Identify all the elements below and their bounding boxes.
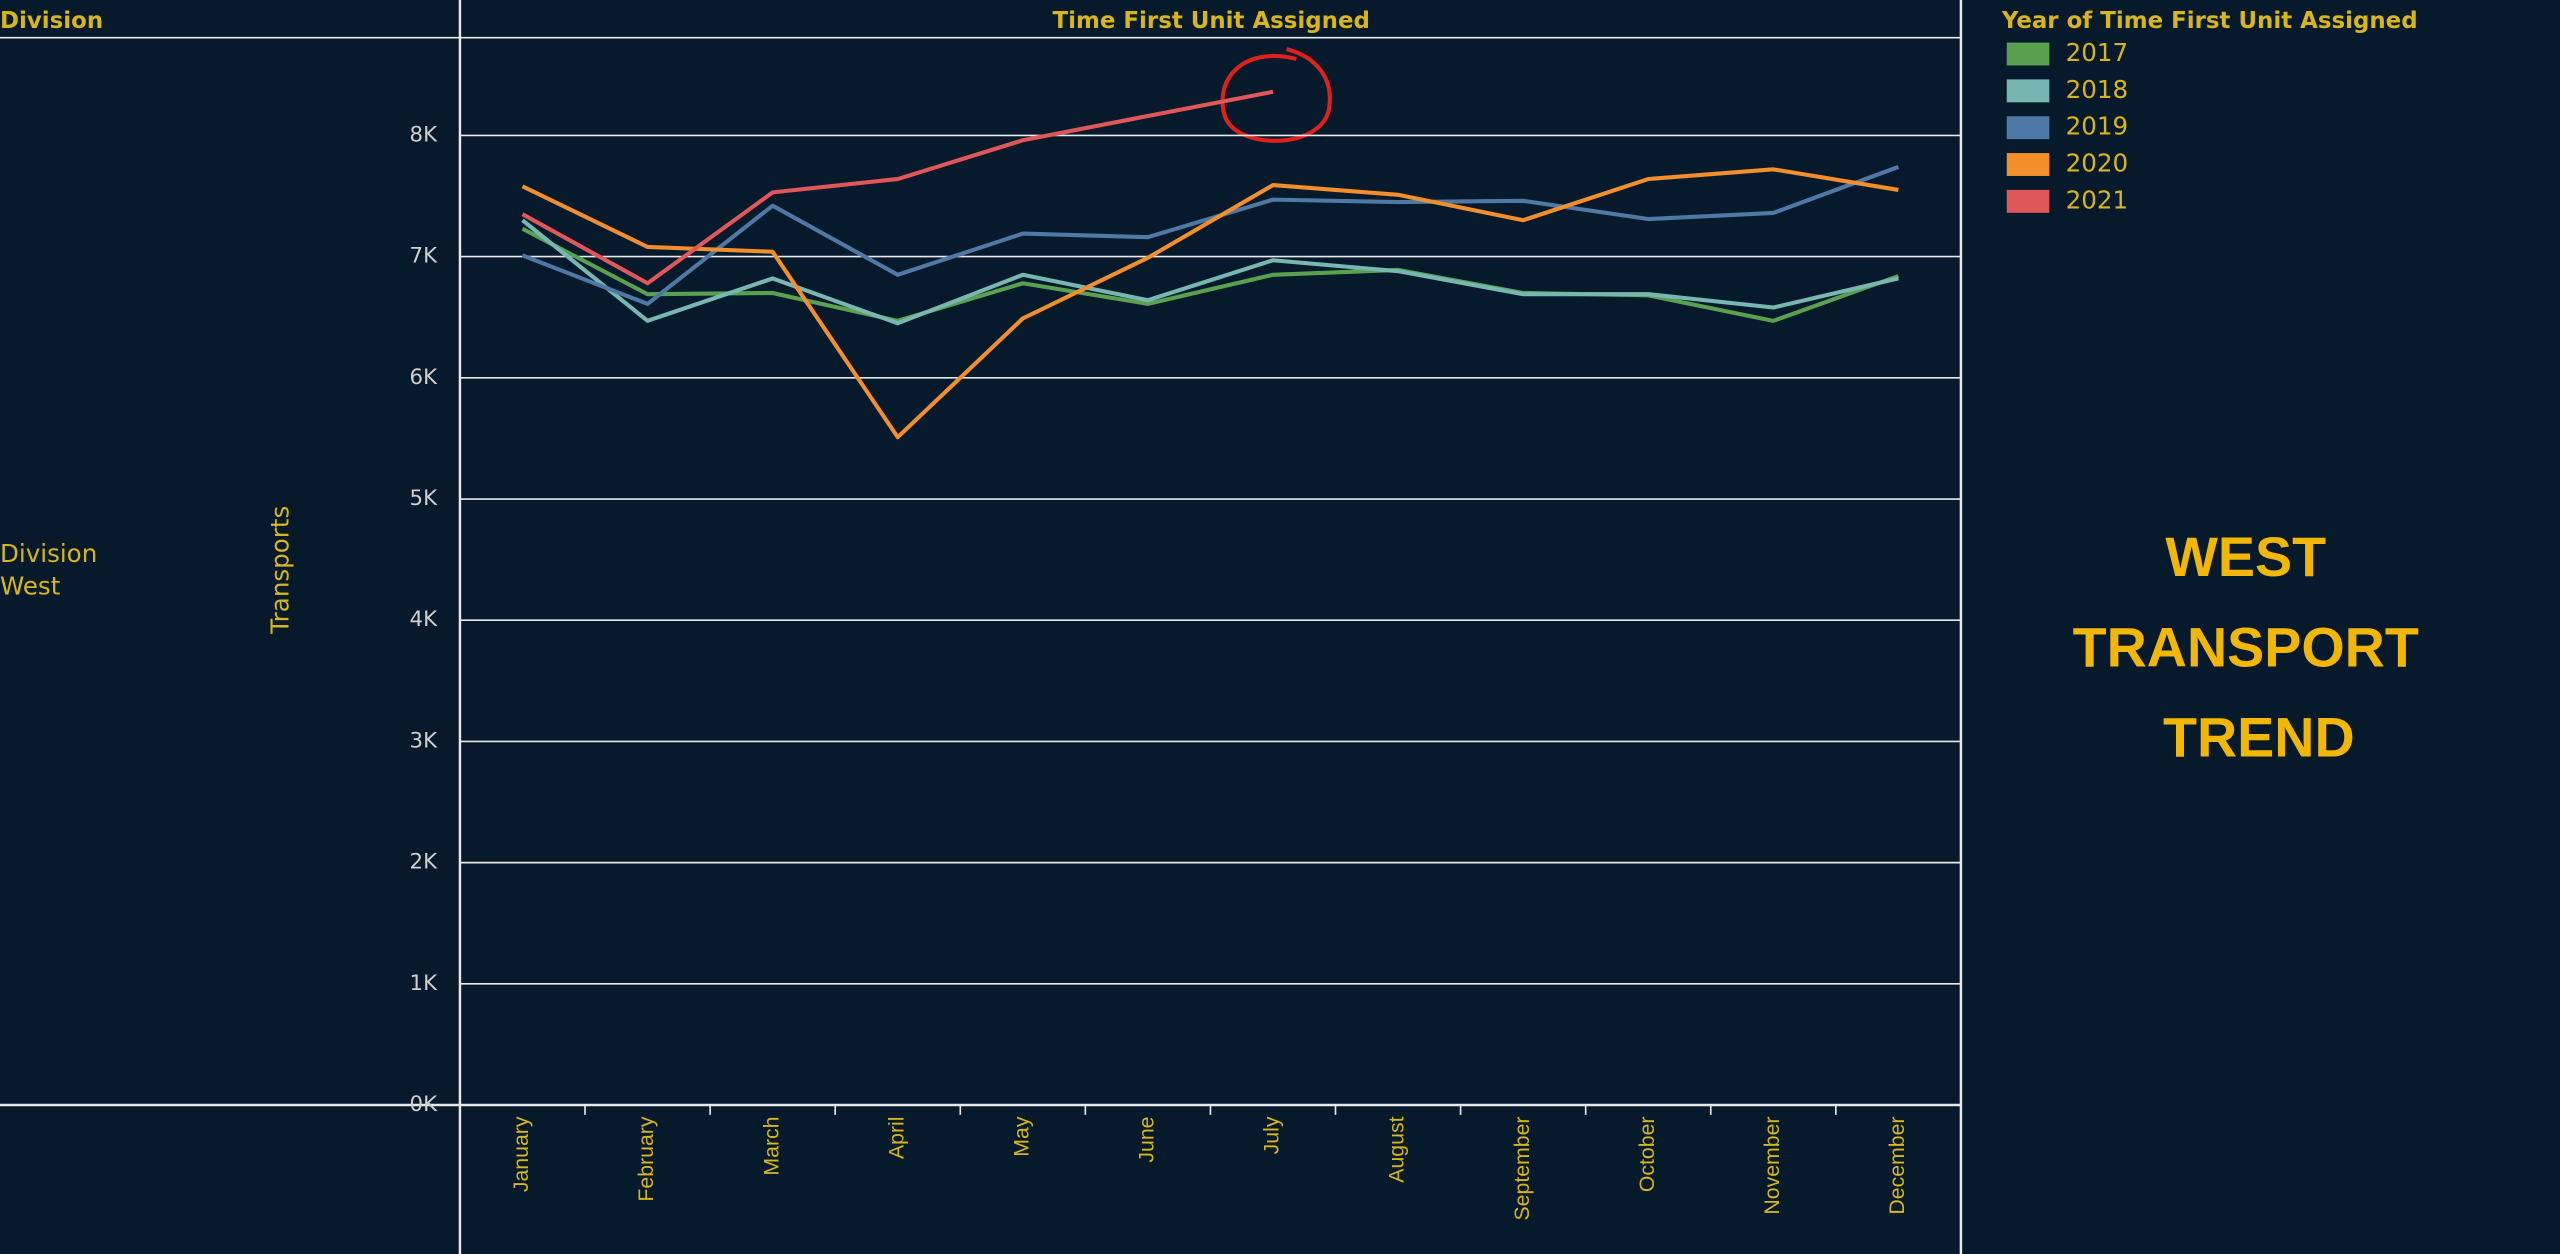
legend-label: 2020 bbox=[2066, 149, 2128, 178]
legend-title: Year of Time First Unit Assigned bbox=[2001, 8, 2418, 34]
annotation: TREND bbox=[2163, 706, 2355, 768]
series-line bbox=[521, 167, 1899, 440]
row-header: Division bbox=[0, 8, 103, 34]
legend-label: 2018 bbox=[2066, 75, 2128, 104]
y-tick-label: 2K bbox=[410, 850, 439, 875]
hand-drawn-circle bbox=[1220, 47, 1332, 143]
series-line bbox=[521, 89, 1274, 286]
legend-label: 2017 bbox=[2066, 38, 2128, 67]
series-line bbox=[521, 218, 1899, 326]
x-tick-label: June bbox=[1135, 1116, 1159, 1162]
x-tick-label: April bbox=[884, 1116, 908, 1159]
x-tick-label: October bbox=[1635, 1116, 1659, 1192]
series-line bbox=[521, 226, 1900, 323]
y-tick-label: 5K bbox=[410, 486, 439, 511]
x-tick-label: November bbox=[1760, 1116, 1784, 1214]
x-tick-label: September bbox=[1510, 1116, 1534, 1220]
legend-label: 2021 bbox=[2066, 185, 2128, 214]
x-tick-label: August bbox=[1385, 1116, 1409, 1182]
x-tick-label: March bbox=[759, 1116, 783, 1175]
y-tick-label: 4K bbox=[410, 607, 439, 632]
y-tick-label: 6K bbox=[410, 365, 439, 390]
x-tick-label: December bbox=[1885, 1116, 1909, 1214]
legend-label: 2019 bbox=[2066, 112, 2128, 141]
y-tick-label: 7K bbox=[410, 244, 439, 269]
y-tick-label: 1K bbox=[410, 971, 439, 996]
annotation: TRANSPORT bbox=[2073, 616, 2419, 678]
legend-swatch bbox=[2006, 116, 2050, 140]
row-label-value: West bbox=[0, 572, 61, 601]
y-axis-label: Transports bbox=[266, 506, 295, 635]
x-tick-label: January bbox=[509, 1116, 533, 1192]
row-label-title: Division bbox=[0, 539, 97, 568]
y-tick-label: 0K bbox=[410, 1092, 439, 1117]
x-tick-label: February bbox=[634, 1116, 658, 1201]
series-line bbox=[521, 164, 1900, 306]
legend-swatch bbox=[2006, 189, 2050, 213]
chart-title: Time First Unit Assigned bbox=[1053, 8, 1370, 34]
y-tick-label: 8K bbox=[410, 122, 439, 147]
y-tick-label: 3K bbox=[410, 728, 439, 753]
x-tick-label: May bbox=[1009, 1116, 1033, 1157]
legend-swatch bbox=[2006, 153, 2050, 176]
annotation: WEST bbox=[2165, 526, 2326, 588]
legend-swatch bbox=[2006, 79, 2050, 103]
x-tick-label: July bbox=[1260, 1116, 1284, 1154]
legend-swatch bbox=[2006, 42, 2050, 66]
